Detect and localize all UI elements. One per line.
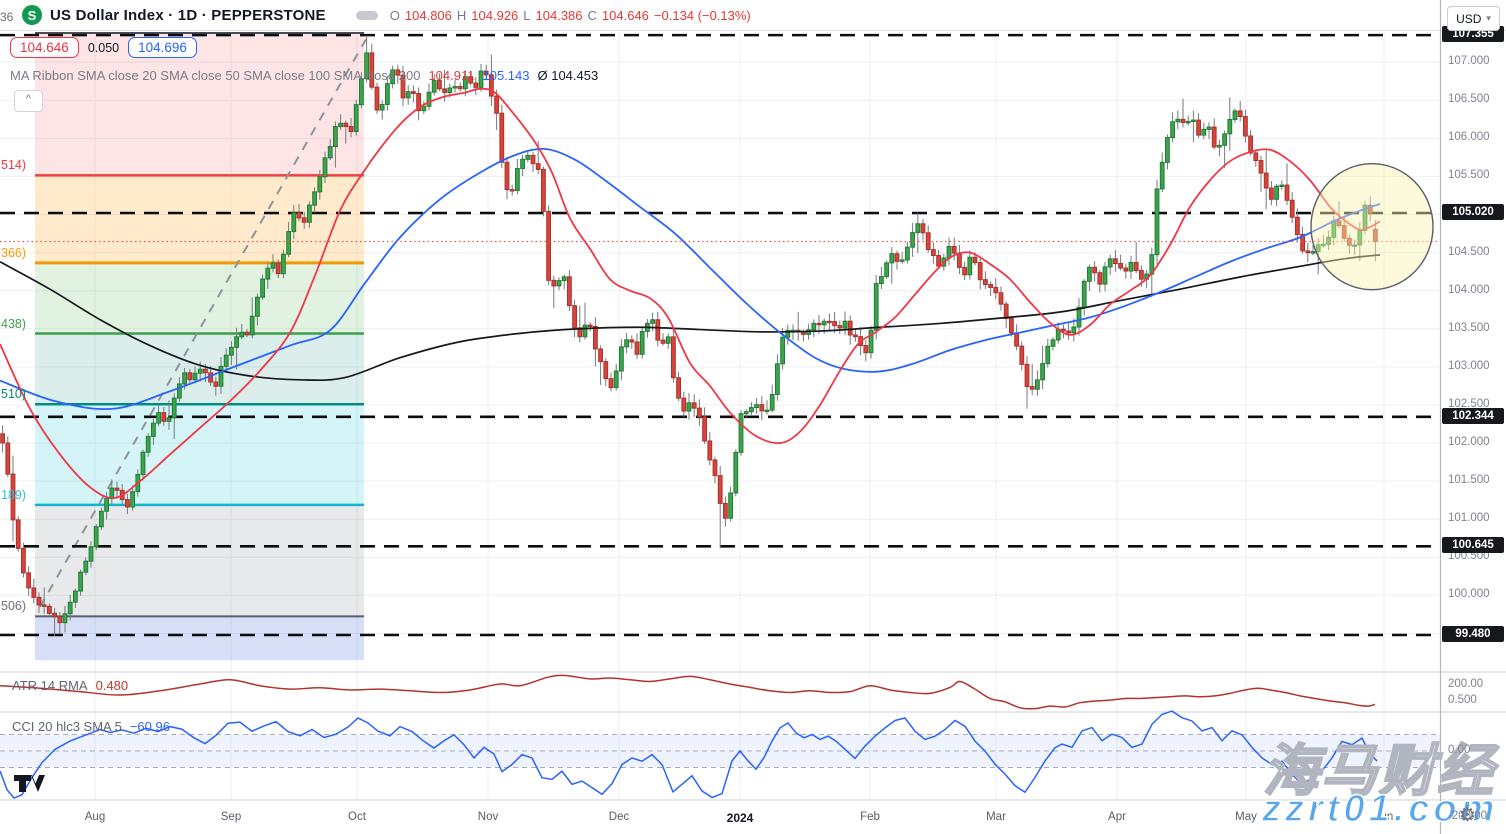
more-pill-icon[interactable] [355, 10, 378, 20]
cci-line [0, 710, 1378, 799]
spread-value: 0.050 [87, 40, 120, 55]
time-axis-label: Nov [477, 811, 499, 823]
highlight-circle[interactable] [1310, 163, 1434, 291]
ma-value-red: 104.911 [428, 68, 475, 83]
price-alert-badges: 104.646 0.050 104.696 [10, 37, 197, 58]
tradingview-logo [14, 775, 45, 792]
price-badge-red[interactable]: 104.646 [10, 37, 79, 58]
atr-axis-label: 0.500 [1448, 694, 1477, 706]
zone-level-label: 514) [1, 158, 27, 173]
currency-label: USD [1456, 11, 1482, 26]
price-level-label: 99.480 [1442, 626, 1504, 642]
low-label: L [523, 7, 531, 23]
atr-value: 0.480 [95, 678, 129, 693]
time-axis-label: May [1235, 811, 1257, 823]
time-axis-label: 2024 [726, 811, 754, 825]
atr-legend[interactable]: ATR 14 RMA 0.480 [12, 678, 128, 693]
zone-level-label: 366) [1, 245, 27, 260]
ma-value-blue: 105.143 [482, 68, 530, 83]
price-level-label: 102.344 [1442, 407, 1504, 424]
open-label: O [389, 7, 400, 23]
cci-axis-label: -200.00 [1448, 810, 1488, 822]
price-tick-label: 100.500 [1448, 550, 1490, 563]
price-tick-label: 101.000 [1448, 512, 1490, 525]
price-tick-label: 106.500 [1448, 93, 1490, 106]
low-value: 104.386 [535, 7, 583, 23]
zone-level-label: 510) [1, 387, 27, 402]
price-tick-label: 103.000 [1448, 359, 1490, 372]
high-label: H [456, 7, 467, 23]
price-tick-label: 107.000 [1448, 55, 1490, 68]
ohlc-readout: O 104.806 H 104.926 L 104.386 C 104.646 −0.1… [390, 8, 751, 23]
price-badge-blue[interactable]: 104.696 [128, 37, 197, 58]
cci-legend[interactable]: CCI 20 hlc3 SMA 5 −60.96 [12, 719, 170, 734]
ma-ribbon-title: MA Ribbon SMA close 20 SMA close 50 SMA … [10, 68, 421, 83]
collapse-button[interactable]: ^ [14, 90, 43, 112]
symbol-logo-icon[interactable]: S [22, 5, 42, 25]
cci-label: CCI 20 hlc3 SMA 5 [12, 719, 122, 734]
toolbar: S US Dollar Index · 1D · PEPPERSTONE O 10… [0, 0, 1506, 30]
price-tick-label: 106.000 [1448, 131, 1490, 144]
price-tick-label: 105.500 [1448, 169, 1490, 182]
change-value: −0.134 (−0.13%) [653, 7, 751, 23]
price-tick-label: 104.000 [1448, 283, 1490, 296]
price-tick-label: 103.500 [1448, 321, 1490, 334]
price-tick-label: 100.000 [1448, 588, 1490, 601]
sma100-line [0, 147, 1381, 411]
settings-gear-icon[interactable]: ⚙ [1459, 805, 1477, 826]
time-axis-label: Aug [84, 811, 106, 823]
zone-level-label: 189) [1, 487, 27, 502]
atr-line [0, 674, 1376, 710]
price-tick-label: 101.500 [1448, 474, 1490, 487]
price-tick-label: 102.000 [1448, 436, 1490, 449]
atr-label: ATR 14 RMA [12, 678, 88, 693]
time-axis-label: Jun [1374, 811, 1394, 823]
zone-level-label: 506) [1, 599, 27, 614]
chevron-down-icon: ▾ [1486, 13, 1491, 23]
ma-ribbon-legend[interactable]: MA Ribbon SMA close 20 SMA close 50 SMA … [10, 68, 598, 83]
price-level-label: 100.645 [1442, 537, 1504, 554]
candlestick-series[interactable] [0, 35, 1378, 637]
clipped-left-text: 36 [0, 10, 14, 24]
ma-value-average: Ø 104.453 [537, 68, 599, 83]
sma200-line [0, 254, 1381, 382]
cci-axis-label: 0.00 [1448, 744, 1471, 756]
cci-value: −60.96 [129, 719, 170, 734]
price-tick-label: 104.500 [1448, 245, 1490, 258]
currency-dropdown[interactable]: USD ▾ [1447, 6, 1500, 31]
symbol-title[interactable]: US Dollar Index · 1D · PEPPERSTONE [50, 6, 326, 24]
time-axis-label: Dec [608, 811, 630, 823]
price-tick-label: 102.500 [1448, 397, 1490, 410]
high-value: 104.926 [471, 7, 519, 23]
close-label: C [587, 7, 597, 23]
time-axis-label: Mar [986, 811, 1006, 823]
zone-level-label: 438) [1, 316, 27, 331]
close-value: 104.646 [601, 7, 649, 23]
price-level-label: 105.020 [1442, 204, 1504, 220]
trend-line [39, 38, 367, 608]
time-axis-label: Apr [1108, 811, 1126, 823]
sma20-line [0, 87, 1381, 499]
time-axis-label: Oct [348, 811, 366, 823]
time-axis-label: Feb [860, 811, 880, 823]
open-value: 104.806 [404, 7, 452, 23]
time-axis-label: Sep [220, 811, 242, 823]
cci-axis-label: 200.00 [1448, 678, 1484, 690]
chevron-up-icon: ^ [25, 93, 32, 105]
